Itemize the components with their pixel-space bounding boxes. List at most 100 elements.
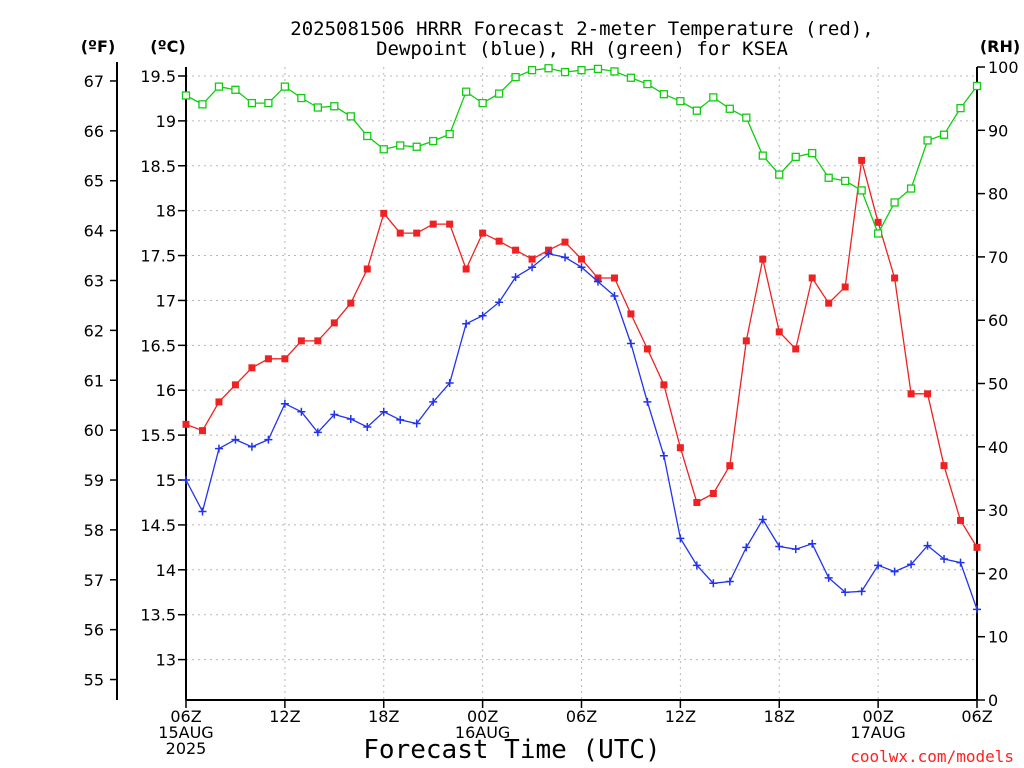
dewpoint-point bbox=[346, 414, 355, 423]
dewpoint-point bbox=[709, 579, 718, 588]
rh-tick-label: 40 bbox=[988, 438, 1008, 457]
dewpoint-point bbox=[561, 253, 570, 262]
x-tick-label: 12Z bbox=[269, 707, 300, 726]
dewpoint-point bbox=[890, 567, 899, 576]
rh-point bbox=[247, 98, 257, 108]
temperature-point bbox=[792, 345, 800, 353]
rh-point bbox=[313, 103, 322, 112]
x-tick-label: 06Z bbox=[170, 707, 201, 726]
fahrenheit-tick-label: 61 bbox=[84, 371, 104, 390]
celsius-tick-label: 16.5 bbox=[140, 336, 176, 355]
celsius-tick-label: 14.5 bbox=[140, 516, 176, 535]
temperature-point bbox=[610, 274, 618, 282]
rh-point bbox=[478, 98, 487, 108]
celsius-tick-label: 19.5 bbox=[140, 67, 176, 86]
rh-point bbox=[873, 229, 883, 238]
rh-point bbox=[412, 142, 421, 151]
rh-point bbox=[494, 89, 504, 98]
dewpoint-point bbox=[379, 407, 388, 416]
fahrenheit-tick-label: 65 bbox=[84, 172, 104, 191]
celsius-tick-label: 13 bbox=[156, 651, 176, 670]
temperature-point bbox=[281, 355, 289, 363]
temperature-point bbox=[215, 398, 223, 406]
temperature-point bbox=[759, 255, 767, 263]
rh-point bbox=[297, 93, 306, 103]
rh-point bbox=[956, 103, 965, 113]
celsius-tick-label: 14 bbox=[156, 561, 176, 580]
dewpoint-point bbox=[791, 545, 800, 554]
dewpoint-point bbox=[808, 539, 817, 548]
temperature-point bbox=[561, 238, 569, 246]
temperature-point bbox=[825, 299, 833, 307]
x-tick-label: 16AUG bbox=[455, 723, 510, 742]
celsius-tick-label: 19 bbox=[156, 112, 176, 131]
rh-point bbox=[824, 173, 833, 182]
x-tick-label: 06Z bbox=[961, 707, 992, 726]
dewpoint-point bbox=[841, 588, 850, 597]
temperature-point bbox=[462, 265, 470, 273]
dewpoint-point bbox=[182, 476, 190, 485]
fahrenheit-tick-label: 60 bbox=[84, 421, 104, 440]
rh-point bbox=[692, 106, 702, 115]
temperature-point bbox=[363, 265, 371, 273]
fahrenheit-tick-label: 66 bbox=[84, 122, 104, 141]
temperature-point bbox=[578, 255, 585, 263]
celsius-tick-label: 15.5 bbox=[140, 426, 176, 445]
x-tick-label: 15AUG bbox=[158, 723, 213, 742]
temperature-point bbox=[231, 381, 239, 389]
rh-point bbox=[593, 64, 603, 74]
chart-title-line1: 2025081506 HRRR Forecast 2-meter Tempera… bbox=[290, 18, 873, 40]
rh-point bbox=[544, 64, 553, 73]
rh-tick-label: 80 bbox=[988, 185, 1008, 204]
fahrenheit-tick-label: 59 bbox=[84, 471, 104, 490]
temperature-point bbox=[973, 543, 981, 551]
rh-series bbox=[181, 64, 982, 238]
dewpoint-point bbox=[478, 311, 487, 320]
dewpoint-point bbox=[626, 339, 635, 348]
temperature-point bbox=[479, 229, 487, 237]
fahrenheit-tick-label: 64 bbox=[84, 222, 104, 241]
dewpoint-point bbox=[758, 515, 767, 524]
temperature-point bbox=[891, 274, 899, 282]
dewpoint-point bbox=[429, 397, 438, 406]
temperature-point bbox=[380, 209, 388, 217]
dewpoint-point bbox=[923, 541, 932, 550]
temperature-point bbox=[627, 310, 635, 318]
temperature-point bbox=[742, 337, 750, 345]
dewpoint-point bbox=[247, 442, 256, 451]
temperature-point bbox=[495, 237, 503, 245]
dewpoint-point bbox=[857, 587, 866, 596]
rh-tick-label: 10 bbox=[988, 628, 1008, 647]
temperature-point bbox=[643, 345, 651, 353]
rh-point bbox=[527, 66, 537, 75]
temperature-point bbox=[775, 328, 783, 336]
dewpoint-point bbox=[956, 558, 965, 567]
celsius-unit-label: (ºC) bbox=[150, 37, 185, 56]
dewpoint-point bbox=[511, 273, 520, 282]
celsius-tick-label: 15 bbox=[156, 471, 176, 490]
temperature-point bbox=[841, 283, 849, 291]
dewpoint-point bbox=[659, 451, 668, 460]
dewpoint-point bbox=[313, 428, 322, 437]
temperature-point bbox=[512, 246, 520, 254]
rh-point bbox=[742, 113, 751, 122]
rh-point bbox=[791, 152, 800, 162]
rh-point bbox=[923, 136, 932, 145]
temperature-point bbox=[693, 498, 701, 506]
rh-point bbox=[560, 67, 570, 77]
dewpoint-point bbox=[643, 397, 652, 406]
temperature-point bbox=[396, 229, 404, 237]
temperature-point bbox=[858, 156, 866, 164]
dewpoint-point bbox=[264, 435, 273, 444]
celsius-tick-label: 17.5 bbox=[140, 247, 176, 266]
rh-point bbox=[511, 72, 520, 82]
x-tick-label: 18Z bbox=[764, 707, 795, 726]
temperature-point bbox=[808, 274, 816, 282]
rh-point bbox=[939, 130, 949, 139]
dewpoint-series bbox=[182, 249, 981, 614]
fahrenheit-tick-label: 56 bbox=[84, 621, 104, 640]
rh-point bbox=[758, 151, 767, 160]
rh-point bbox=[857, 186, 866, 195]
temperature-point bbox=[198, 427, 206, 435]
rh-point bbox=[396, 141, 405, 150]
